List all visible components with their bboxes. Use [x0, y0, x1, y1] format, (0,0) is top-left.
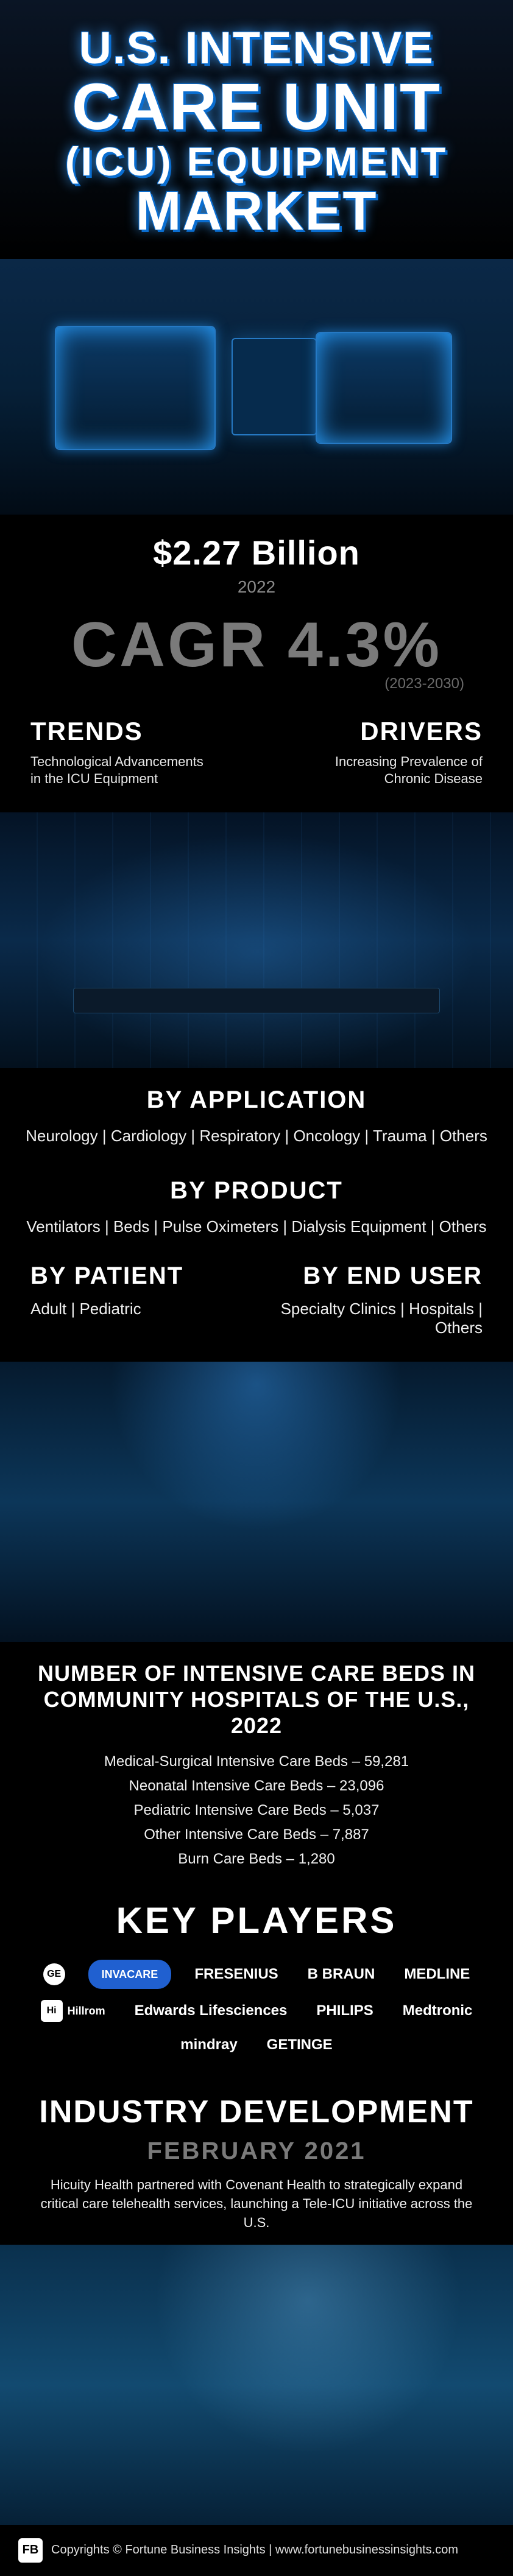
by-patient-col: BY PATIENT Adult | Pediatric [30, 1262, 256, 1337]
drivers-text: Increasing Prevalence of Chronic Disease [256, 753, 483, 788]
key-players-block: KEY PLAYERS GE INVACARE FRESENIUS B BRAUN ME… [0, 1881, 513, 2075]
hero-image-control-room [0, 812, 513, 1068]
player-logo: GETINGE [261, 2033, 339, 2057]
beds-list: Medical-Surgical Intensive Care Beds – 5… [24, 1753, 489, 1868]
by-enduser-head: BY END USER [256, 1262, 483, 1290]
trends-head: TRENDS [30, 717, 256, 746]
player-logo: Edwards Lifesciences [129, 1996, 294, 2025]
hero-image-surgery-lights [0, 2245, 513, 2525]
by-patient-head: BY PATIENT [30, 1262, 256, 1290]
hero-image-operating-room [0, 1362, 513, 1642]
player-logo: FRESENIUS [188, 1960, 284, 1989]
drivers-col: DRIVERS Increasing Prevalence of Chronic… [256, 717, 483, 788]
beds-row: Other Intensive Care Beds – 7,887 [24, 1826, 489, 1843]
player-logo-mark: Hi [41, 2000, 63, 2022]
player-logo: INVACARE [88, 1960, 172, 1989]
footer: FB Copyrights © Fortune Business Insight… [0, 2525, 513, 2576]
by-patient-items: Adult | Pediatric [30, 1300, 256, 1318]
footer-logo-icon: FB [18, 2538, 43, 2563]
drivers-head: DRIVERS [256, 717, 483, 746]
title-line-4: MARKET [12, 183, 501, 241]
player-logo: MEDLINE [398, 1960, 476, 1989]
player-logo: Medtronic [397, 1996, 479, 2025]
beds-title: NUMBER OF INTENSIVE CARE BEDS IN COMMUNI… [24, 1660, 489, 1739]
footer-text: Copyrights © Fortune Business Insights |… [51, 2543, 458, 2557]
trends-col: TRENDS Technological Advancements in the… [30, 717, 256, 788]
by-application-head: BY APPLICATION [18, 1086, 495, 1114]
trends-text: Technological Advancements in the ICU Eq… [30, 753, 256, 788]
beds-block: NUMBER OF INTENSIVE CARE BEDS IN COMMUNI… [0, 1642, 513, 1882]
player-logo-mark: GE [43, 1963, 65, 1985]
industry-development-block: INDUSTRY DEVELOPMENT FEBRUARY 2021 Hicui… [0, 2075, 513, 2244]
by-product-block: BY PRODUCT Ventilators | Beds | Pulse Ox… [0, 1159, 513, 1250]
market-size-value: $2.27 Billion [0, 533, 513, 572]
market-size-year: 2022 [0, 577, 513, 597]
player-logo: mindray [174, 2033, 243, 2057]
by-application-block: BY APPLICATION Neurology | Cardiology | … [0, 1068, 513, 1159]
title-line-1: U.S. INTENSIVE [12, 24, 501, 72]
by-product-items: Ventilators | Beds | Pulse Oximeters | D… [18, 1216, 495, 1237]
key-players-grid: GE INVACARE FRESENIUS B BRAUN MEDLINE Hi Hillr… [18, 1960, 495, 2057]
market-size-block: $2.27 Billion 2022 CAGR 4.3% (2023-2030) [0, 515, 513, 699]
player-logo: GE [37, 1960, 71, 1989]
infographic: U.S. INTENSIVE CARE UNIT (ICU) EQUIPMENT… [0, 0, 513, 2576]
by-enduser-items: Specialty Clinics | Hospitals | Others [256, 1300, 483, 1337]
hero-image-monitors [0, 259, 513, 515]
by-application-items: Neurology | Cardiology | Respiratory | O… [18, 1125, 495, 1147]
key-players-head: KEY PLAYERS [18, 1899, 495, 1941]
patient-enduser-row: BY PATIENT Adult | Pediatric BY END USER… [0, 1250, 513, 1362]
beds-row: Burn Care Beds – 1,280 [24, 1851, 489, 1868]
beds-row: Pediatric Intensive Care Beds – 5,037 [24, 1802, 489, 1819]
player-logo: PHILIPS [310, 1996, 379, 2025]
industry-development-text: Hicuity Health partnered with Covenant H… [37, 2176, 476, 2232]
trends-drivers-row: TRENDS Technological Advancements in the… [0, 699, 513, 812]
industry-development-date: FEBRUARY 2021 [37, 2138, 476, 2165]
title-line-3: (ICU) EQUIPMENT [12, 141, 501, 183]
beds-row: Medical-Surgical Intensive Care Beds – 5… [24, 1753, 489, 1770]
player-logo: Hi Hillrom [35, 1996, 111, 2025]
industry-development-head: INDUSTRY DEVELOPMENT [37, 2094, 476, 2130]
hero-monitor-center [232, 338, 317, 435]
player-logo-label: Hillrom [68, 2005, 105, 2018]
title-line-2: CARE UNIT [12, 72, 501, 141]
by-enduser-col: BY END USER Specialty Clinics | Hospital… [256, 1262, 483, 1337]
by-product-head: BY PRODUCT [18, 1177, 495, 1205]
cagr-value: CAGR 4.3% [0, 609, 513, 681]
title-block: U.S. INTENSIVE CARE UNIT (ICU) EQUIPMENT… [0, 0, 513, 259]
player-logo: B BRAUN [302, 1960, 381, 1989]
beds-row: Neonatal Intensive Care Beds – 23,096 [24, 1778, 489, 1795]
